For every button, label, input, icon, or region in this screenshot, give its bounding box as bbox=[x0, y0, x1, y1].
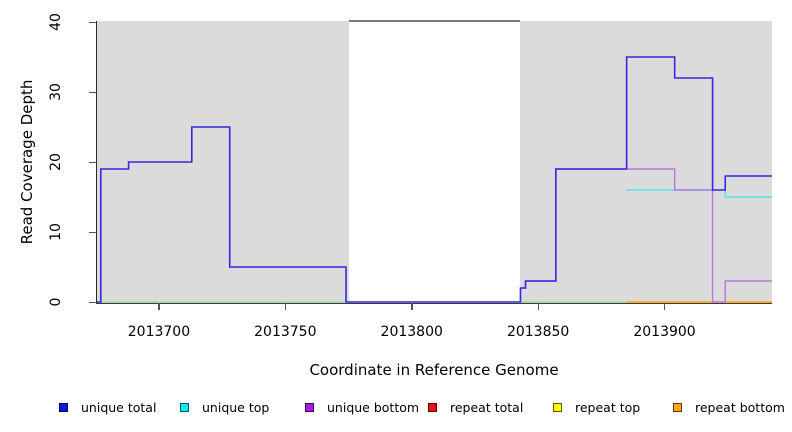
gap-top-line bbox=[348, 20, 521, 22]
x-tick-label: 2013800 bbox=[380, 324, 443, 340]
x-tick bbox=[411, 303, 413, 311]
legend-swatch bbox=[553, 403, 562, 412]
x-tick bbox=[158, 303, 160, 311]
y-tick bbox=[89, 231, 96, 233]
legend-label: unique bottom bbox=[327, 400, 420, 415]
y-axis-title: Read Coverage Depth bbox=[18, 79, 36, 245]
x-tick bbox=[284, 303, 287, 311]
legend-swatch bbox=[428, 403, 437, 412]
y-tick-label: 0 bbox=[48, 297, 64, 307]
plot-area bbox=[97, 20, 772, 303]
legend-swatch bbox=[305, 403, 314, 412]
y-tick-label: 10 bbox=[48, 223, 64, 241]
y-tick bbox=[89, 161, 96, 163]
y-tick-label: 40 bbox=[48, 13, 64, 31]
x-tick bbox=[664, 303, 666, 311]
legend-item-unique-top: unique top bbox=[180, 401, 269, 414]
series-lines bbox=[97, 56, 772, 303]
legend-swatch bbox=[180, 403, 189, 412]
x-axis-line bbox=[96, 302, 772, 304]
x-tick-label: 2013900 bbox=[633, 324, 696, 340]
series-unique-total bbox=[97, 56, 772, 303]
x-axis-title: Coordinate in Reference Genome bbox=[309, 361, 559, 379]
x-tick-label: 2013700 bbox=[127, 324, 191, 340]
legend-item-repeat-top: repeat top bbox=[553, 401, 640, 414]
x-tick-label: 2013750 bbox=[254, 324, 317, 340]
y-tick-label: 30 bbox=[48, 83, 64, 101]
legend-label: repeat top bbox=[575, 400, 641, 415]
legend-item-unique-total: unique total bbox=[59, 401, 156, 414]
legend-swatch bbox=[673, 403, 682, 412]
y-axis-line bbox=[95, 21, 98, 304]
x-tick bbox=[537, 303, 539, 311]
x-tick-label: 2013850 bbox=[506, 324, 570, 340]
legend-item-unique-bottom: unique bottom bbox=[305, 401, 419, 414]
series-unique-bottom bbox=[520, 168, 772, 303]
legend-swatch bbox=[59, 403, 68, 412]
legend-label: unique total bbox=[81, 400, 157, 415]
legend-label: repeat bottom bbox=[695, 400, 785, 415]
legend-label: unique top bbox=[202, 400, 270, 415]
y-tick bbox=[89, 301, 96, 303]
legend-label: repeat total bbox=[450, 400, 524, 415]
y-tick bbox=[89, 21, 96, 23]
legend-item-repeat-bottom: repeat bottom bbox=[673, 401, 785, 414]
y-tick-label: 20 bbox=[48, 153, 64, 171]
legend-item-repeat-total: repeat total bbox=[428, 401, 523, 414]
shaded-region bbox=[520, 21, 772, 303]
series-unique-top bbox=[626, 189, 772, 198]
y-tick bbox=[89, 91, 96, 93]
